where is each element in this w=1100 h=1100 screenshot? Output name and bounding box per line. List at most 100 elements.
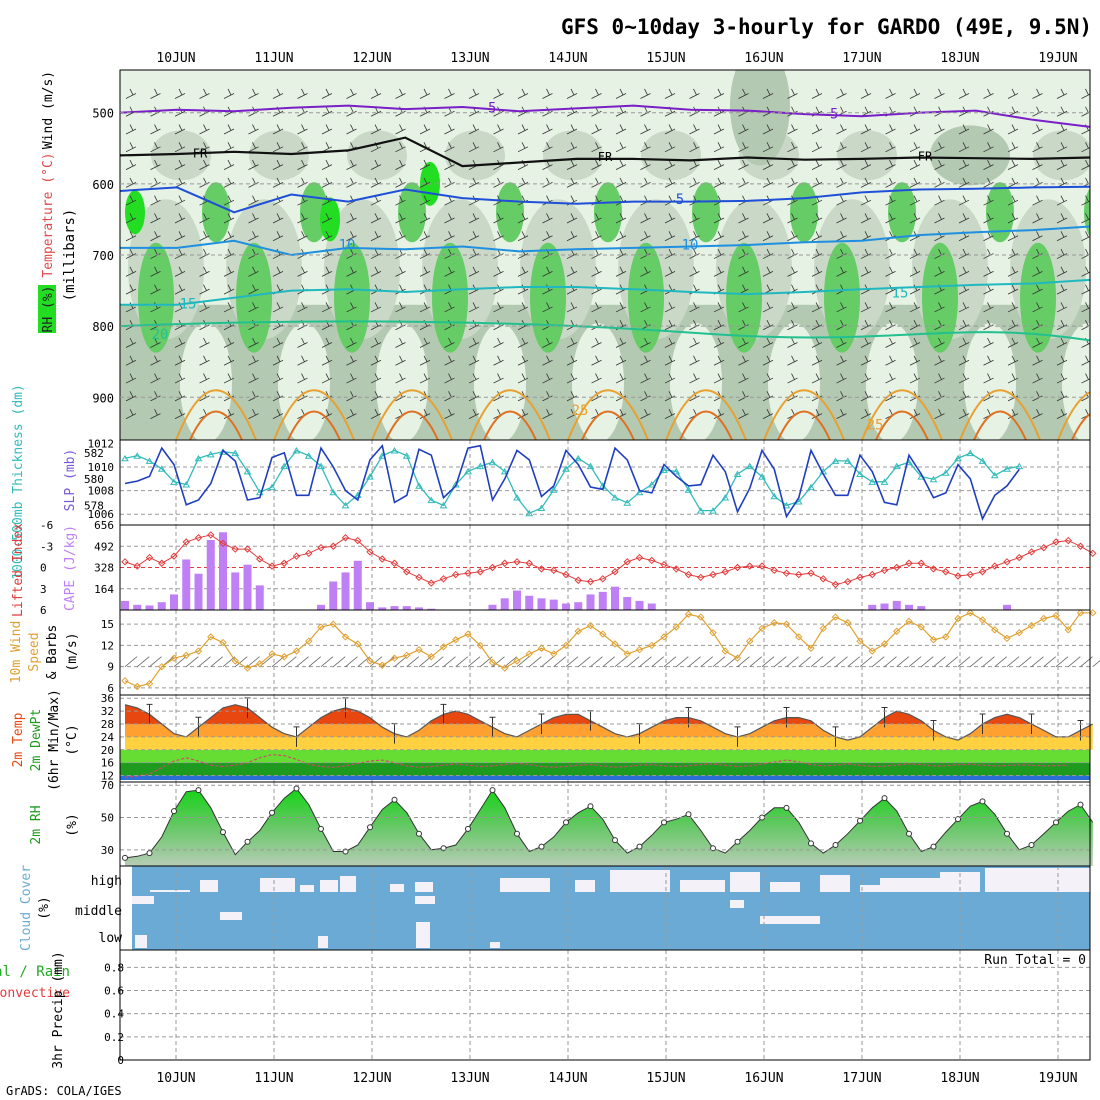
wind-barb <box>125 284 137 295</box>
thickness-tick-label: 578 <box>84 499 104 512</box>
wind-barb <box>860 302 872 313</box>
li-point <box>488 563 497 572</box>
rh-moist-blob <box>398 182 426 243</box>
wind-barb <box>174 408 186 420</box>
wind-barb <box>860 142 872 153</box>
li-point <box>856 573 864 582</box>
wind-barb <box>395 231 406 242</box>
rh-point <box>293 785 300 792</box>
wind-barb <box>822 656 836 667</box>
wind-barb <box>150 213 161 224</box>
contour-10 <box>120 225 1090 257</box>
cape-bar <box>390 606 399 610</box>
wind-speed-point <box>207 633 215 641</box>
wind-barb <box>419 248 431 259</box>
wind-barb <box>787 355 798 366</box>
thickness-point <box>476 462 485 470</box>
rh-moist-blob <box>922 242 958 353</box>
wind-barb <box>247 656 260 667</box>
li-point <box>1076 542 1085 550</box>
wind-barb <box>626 656 640 667</box>
rh-point <box>1077 801 1084 808</box>
wind-barb <box>272 177 284 188</box>
wind-barb <box>493 213 504 224</box>
date-label-top: 12JUN <box>352 51 391 66</box>
wind-barb <box>811 159 823 170</box>
date-label-top: 10JUN <box>156 51 195 66</box>
wind-barb <box>591 124 602 135</box>
cloud-low-gap <box>416 922 430 948</box>
cloud-high-gap <box>610 870 670 892</box>
thickness-point <box>733 470 742 477</box>
wind-barb <box>419 302 431 313</box>
rh-point <box>734 838 741 845</box>
wind-barb <box>713 142 725 153</box>
rh-moist-blob <box>726 242 762 353</box>
wind-barb <box>969 656 983 667</box>
wind-barb <box>909 337 921 348</box>
wind-barb <box>909 159 921 170</box>
wind-barb <box>713 302 725 313</box>
thickness-point <box>1015 462 1024 470</box>
wind-barb <box>958 373 970 384</box>
wind-barb <box>798 656 812 667</box>
thickness-point <box>892 462 901 470</box>
wind-barb <box>468 266 480 277</box>
wind-barb <box>909 88 921 99</box>
wind-barb <box>762 159 774 170</box>
cloud-high-gap <box>575 880 595 892</box>
cloud-high-gap <box>880 878 940 892</box>
wind-barb <box>272 355 284 366</box>
wind-barb <box>591 302 602 313</box>
wind-barb <box>847 656 861 667</box>
wind-barb <box>934 195 945 206</box>
wind-barb <box>885 88 896 99</box>
wind-barb <box>738 88 749 99</box>
rh-moist-blob <box>594 182 622 243</box>
wind-barb <box>615 266 627 277</box>
wind-barb <box>664 355 676 366</box>
cape-bar <box>402 606 411 610</box>
date-label-bottom: 14JUN <box>548 1071 587 1086</box>
wind-barb <box>395 373 406 384</box>
thickness-point <box>513 494 521 501</box>
wind-barb <box>444 391 455 402</box>
wind-barb <box>689 231 700 242</box>
wind-speed-point <box>770 619 778 627</box>
wind-barb <box>700 656 714 667</box>
pressure-tick-label: 700 <box>92 249 114 263</box>
wind-barb <box>1056 391 1068 402</box>
temp-label-3: (6hr Min/Max) <box>47 689 62 791</box>
temp-label-4: (°C) <box>65 724 80 755</box>
cloud-axis-label: Cloud Cover <box>19 865 34 951</box>
rh-moist-blob <box>1020 242 1056 353</box>
rh-point <box>244 838 251 845</box>
wind-barb <box>444 159 455 170</box>
wind-barb <box>689 213 700 224</box>
wind-speed-point <box>807 644 815 652</box>
wind-barb <box>713 355 725 366</box>
rh-moist-blob <box>790 182 818 243</box>
wind-speed-point <box>243 664 252 672</box>
wind-barb <box>860 355 872 366</box>
rh-blob <box>151 130 211 181</box>
wind-barb <box>125 124 137 135</box>
wind-barb <box>958 337 970 348</box>
thickness-point <box>635 488 644 496</box>
wind-barb <box>738 302 749 313</box>
wind-barb <box>346 391 357 402</box>
wind-speed-point <box>341 633 350 641</box>
wind-barb <box>1092 660 1100 667</box>
wind-barb <box>370 124 382 135</box>
contour-label: -5 <box>822 106 839 122</box>
wind-speed-point <box>488 658 497 667</box>
rh-point <box>465 825 471 832</box>
rh-blob <box>930 125 1010 186</box>
temp-tick-label: 16 <box>101 757 114 770</box>
wind-barb <box>591 88 602 99</box>
wind-barb <box>958 391 970 402</box>
temp-tick-label: 20 <box>101 744 114 757</box>
wind-barb <box>1032 373 1043 384</box>
wind-label-1: 10m Wind <box>9 621 24 684</box>
cape-bar <box>488 604 497 610</box>
